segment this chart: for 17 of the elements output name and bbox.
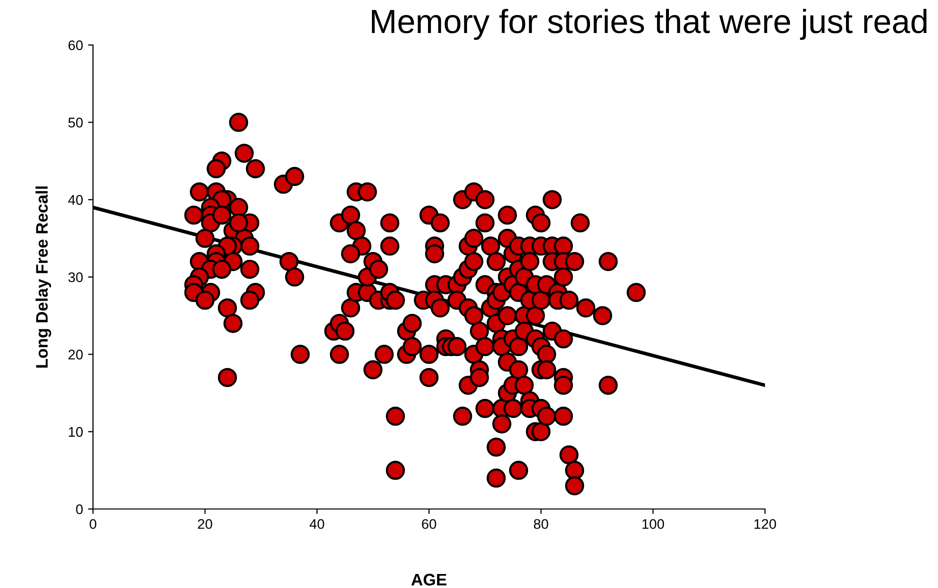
y-tick-label: 30: [68, 272, 83, 282]
y-tick-label: 10: [68, 427, 83, 437]
x-tick-label: 40: [310, 519, 324, 529]
chart-title: Memory for stories that were just read: [372, 8, 927, 40]
y-tick-label: 50: [68, 118, 83, 128]
y-tick-label: 0: [76, 504, 83, 514]
x-tick-label: 20: [198, 519, 212, 529]
y-tick-label: 20: [68, 350, 83, 360]
y-tick-label: 40: [68, 195, 83, 205]
x-tick-label: 0: [90, 519, 96, 529]
y-axis-title: Long Delay Free Recall: [36, 186, 52, 368]
x-tick-label: 100: [642, 519, 664, 529]
x-tick-label: 120: [754, 519, 776, 529]
x-tick-label: 80: [534, 519, 548, 529]
x-tick-label: 60: [422, 519, 436, 529]
x-axis-title: AGE: [411, 574, 446, 586]
y-tick-label: 60: [68, 40, 83, 50]
